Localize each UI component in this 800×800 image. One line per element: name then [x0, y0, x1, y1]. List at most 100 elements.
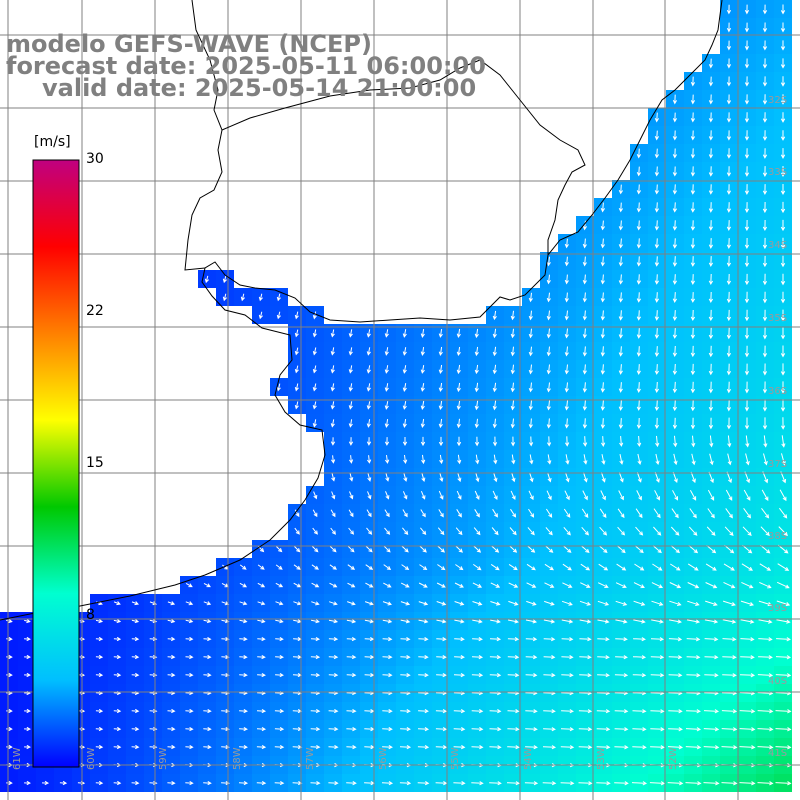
wind-arrow — [489, 636, 502, 642]
wind-arrow — [474, 418, 479, 429]
wind-arrow — [508, 563, 518, 571]
wind-arrow — [650, 637, 665, 642]
wind-arrow — [239, 636, 248, 642]
wind-arrow — [742, 544, 753, 554]
wind-arrow — [543, 654, 556, 660]
wind-arrow — [511, 472, 516, 483]
wind-arrow — [238, 780, 249, 786]
wind-arrow — [758, 600, 773, 607]
wind-arrow — [704, 619, 719, 624]
wind-arrow — [654, 184, 660, 195]
wind-arrow — [310, 780, 321, 786]
wind-arrow — [650, 709, 665, 714]
wind-arrow — [688, 526, 698, 536]
lon-label: 53W — [596, 747, 607, 770]
wind-arrow — [579, 673, 592, 678]
wind-arrow — [364, 636, 375, 642]
wind-arrow — [599, 526, 608, 536]
wind-arrow — [600, 436, 606, 447]
wind-arrow — [474, 400, 479, 411]
wind-arrow — [668, 727, 683, 732]
wind-arrow — [275, 601, 284, 606]
wind-arrow — [744, 417, 750, 430]
wind-arrow — [580, 545, 590, 553]
wind-arrow — [654, 490, 660, 501]
wind-arrow — [669, 600, 682, 606]
wind-arrow — [385, 455, 390, 464]
wind-arrow — [185, 708, 194, 714]
wind-arrow — [741, 581, 754, 589]
wind-arrow — [239, 708, 248, 714]
wind-arrow — [726, 238, 732, 249]
wind-arrow — [726, 148, 732, 159]
wind-arrow — [598, 545, 608, 553]
wind-arrow — [474, 328, 479, 339]
wind-arrow — [600, 202, 606, 213]
wind-arrow — [384, 383, 389, 392]
wind-arrow — [636, 184, 642, 195]
wind-arrow — [633, 582, 645, 589]
wind-arrow — [525, 672, 538, 678]
wind-arrow — [685, 727, 702, 732]
wind-arrow — [618, 400, 623, 411]
wind-arrow — [113, 708, 122, 714]
wind-arrow — [435, 726, 448, 732]
wind-arrow — [294, 347, 299, 356]
wind-arrow — [582, 364, 587, 375]
wind-arrow — [400, 708, 411, 714]
wind-arrow — [546, 328, 551, 339]
wind-arrow — [614, 745, 629, 750]
wind-arrow — [637, 453, 642, 466]
wind-arrow — [453, 780, 466, 786]
wind-arrow — [762, 219, 768, 232]
wind-arrow — [526, 563, 536, 571]
wind-arrow — [510, 436, 516, 447]
wind-arrow — [708, 381, 714, 394]
wind-arrow — [600, 256, 605, 267]
wind-arrow — [655, 435, 660, 448]
wind-arrow — [726, 166, 732, 177]
wind-arrow — [654, 166, 660, 177]
wind-arrow — [582, 220, 588, 231]
wind-arrow — [167, 726, 176, 732]
wind-arrow — [507, 672, 520, 678]
wind-arrow — [348, 383, 353, 392]
wind-arrow — [508, 619, 519, 624]
wind-arrow — [762, 130, 768, 141]
wind-arrow — [672, 490, 678, 501]
wind-arrow — [651, 582, 664, 589]
wind-arrow — [762, 399, 768, 412]
wind-arrow — [203, 780, 212, 786]
wind-arrow — [274, 780, 285, 786]
wind-arrow — [367, 473, 372, 482]
wind-arrow — [6, 672, 13, 678]
wind-arrow — [310, 672, 321, 678]
wind-arrow — [780, 381, 786, 394]
wind-arrow — [636, 490, 642, 501]
wind-arrow — [763, 435, 768, 448]
wind-arrow — [689, 489, 697, 501]
wind-arrow — [708, 184, 714, 195]
wind-arrow — [780, 40, 786, 51]
wind-arrow — [672, 274, 678, 285]
wind-arrow — [384, 419, 389, 428]
wind-arrow — [366, 437, 372, 446]
wind-arrow — [510, 346, 515, 357]
wind-arrow — [649, 781, 666, 786]
wind-arrow — [257, 601, 266, 606]
wind-arrow — [312, 383, 317, 392]
wind-arrow — [328, 726, 339, 732]
wind-arrow — [632, 673, 647, 678]
wind-arrow — [276, 293, 281, 302]
wind-arrow — [726, 471, 732, 484]
wind-arrow — [600, 220, 606, 231]
colorbar-tick-30: 30 — [86, 151, 104, 167]
wind-arrow — [346, 672, 357, 678]
wind-arrow — [580, 582, 591, 588]
wind-arrow — [690, 292, 696, 303]
wind-arrow — [672, 417, 678, 430]
coastline — [0, 0, 723, 621]
wind-arrow — [672, 94, 678, 105]
wind-arrow — [310, 654, 321, 660]
wind-arrow — [456, 509, 462, 518]
